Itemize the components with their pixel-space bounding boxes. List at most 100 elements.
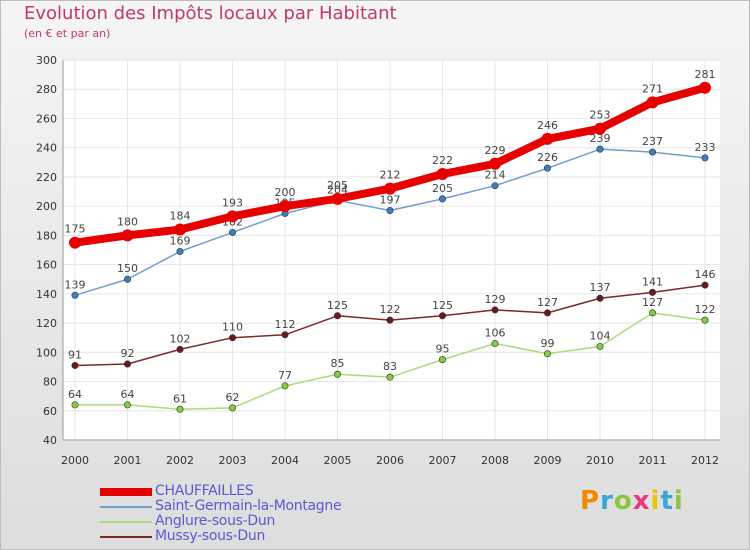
data-point: [438, 195, 446, 203]
x-tick-label: 2003: [219, 454, 247, 467]
data-label: 61: [173, 392, 187, 405]
y-tick-label: 160: [36, 259, 57, 272]
data-point: [69, 236, 81, 249]
x-tick-label: 2000: [61, 454, 89, 467]
data-point: [333, 312, 341, 320]
data-label: 85: [331, 357, 345, 370]
data-label: 141: [642, 275, 663, 288]
data-label: 193: [222, 196, 243, 209]
legend-swatch: [100, 536, 152, 538]
data-point: [386, 373, 394, 381]
y-tick-label: 100: [36, 346, 57, 359]
data-label: 271: [642, 82, 663, 95]
x-tick-label: 2011: [639, 454, 667, 467]
legend-swatch: [100, 521, 152, 523]
data-label: 253: [590, 109, 611, 122]
data-label: 226: [537, 151, 558, 164]
data-point: [71, 291, 79, 299]
data-point: [543, 164, 551, 172]
data-point: [646, 96, 659, 109]
y-tick-label: 120: [36, 317, 57, 330]
x-tick-label: 2002: [166, 454, 194, 467]
y-tick-label: 300: [36, 54, 57, 67]
data-label: 197: [380, 194, 401, 207]
data-point: [71, 361, 79, 369]
y-tick-label: 180: [36, 229, 57, 242]
y-tick-label: 140: [36, 288, 57, 301]
legend-label: CHAUFFAILLES: [155, 483, 254, 499]
data-label: 122: [380, 303, 401, 316]
data-label: 127: [642, 296, 663, 309]
data-label: 122: [695, 303, 716, 316]
data-label: 64: [68, 388, 82, 401]
data-point: [174, 223, 186, 236]
x-tick-label: 2005: [324, 454, 352, 467]
data-label: 246: [537, 119, 558, 132]
data-label: 92: [121, 347, 135, 360]
logo-letter: o: [613, 486, 633, 516]
logo-letter: x: [632, 486, 651, 516]
x-tick-label: 2001: [114, 454, 142, 467]
logo-letter: r: [600, 486, 614, 516]
data-label: 129: [485, 293, 506, 306]
data-label: 95: [436, 343, 450, 356]
data-label: 205: [327, 179, 348, 192]
data-point: [596, 145, 604, 153]
proxiti-logo: Proxiti: [580, 486, 684, 516]
x-tick-label: 2012: [691, 454, 719, 467]
y-tick-label: 280: [36, 83, 57, 96]
data-label: 77: [278, 369, 292, 382]
y-tick-label: 220: [36, 171, 57, 184]
x-tick-label: 2010: [586, 454, 614, 467]
data-label: 137: [590, 281, 611, 294]
data-label: 104: [590, 329, 611, 342]
data-point: [648, 309, 656, 317]
data-label: 110: [222, 321, 243, 334]
data-label: 106: [485, 327, 506, 340]
data-label: 139: [65, 278, 86, 291]
data-label: 175: [65, 223, 86, 236]
data-label: 62: [226, 391, 240, 404]
data-label: 204: [327, 183, 348, 196]
data-point: [701, 154, 709, 162]
data-point: [124, 275, 132, 283]
data-label: 91: [68, 348, 82, 361]
x-tick-label: 2009: [534, 454, 562, 467]
data-label: 233: [695, 141, 716, 154]
chart-subtitle: (en € et par an): [24, 27, 111, 40]
y-tick-label: 80: [43, 376, 57, 389]
data-label: 112: [275, 318, 296, 331]
data-point: [594, 122, 606, 135]
data-point: [176, 247, 184, 255]
data-point: [438, 312, 446, 320]
data-point: [229, 334, 237, 342]
data-point: [121, 229, 134, 242]
data-point: [596, 294, 604, 302]
logo-letter: i: [650, 486, 661, 516]
data-point: [176, 345, 184, 353]
data-point: [386, 207, 394, 215]
data-point: [279, 200, 291, 213]
data-label: 83: [383, 360, 397, 373]
data-point: [386, 316, 394, 324]
data-point: [491, 340, 499, 348]
data-point: [229, 228, 237, 236]
data-point: [229, 404, 237, 412]
data-point: [491, 306, 499, 314]
data-label: 127: [537, 296, 558, 309]
data-point: [701, 281, 709, 289]
logo-letter: i: [673, 486, 684, 516]
x-tick-label: 2007: [429, 454, 457, 467]
data-label: 239: [590, 132, 611, 145]
y-tick-label: 60: [43, 405, 57, 418]
data-point: [438, 356, 446, 364]
logo-letter: t: [660, 486, 674, 516]
legend-swatch: [100, 488, 152, 496]
data-label: 125: [432, 299, 453, 312]
data-label: 150: [117, 262, 138, 275]
data-label: 64: [121, 388, 135, 401]
data-point: [648, 288, 656, 296]
chart-title: Evolution des Impôts locaux par Habitant: [24, 3, 397, 24]
data-label: 222: [432, 154, 453, 167]
data-point: [648, 148, 656, 156]
